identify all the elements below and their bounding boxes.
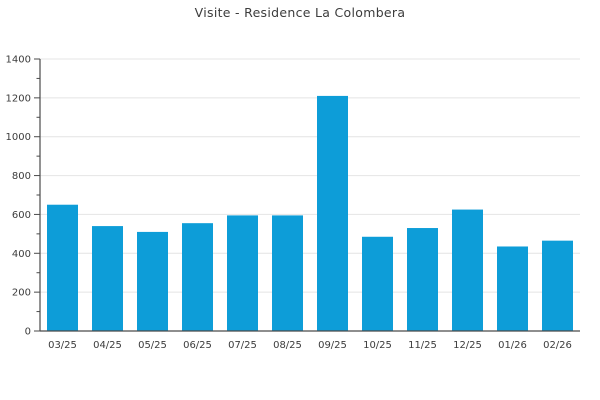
y-tick-label: 800 bbox=[12, 171, 31, 182]
y-tick-label: 0 bbox=[25, 327, 31, 338]
bar bbox=[47, 204, 78, 331]
x-tick-label: 02/26 bbox=[543, 340, 572, 351]
y-tick-label: 600 bbox=[12, 210, 31, 221]
x-tick-label: 08/25 bbox=[273, 340, 302, 351]
x-tick-label: 06/25 bbox=[183, 340, 212, 351]
bar bbox=[362, 236, 393, 331]
x-tick-label: 03/25 bbox=[48, 340, 77, 351]
x-tick-label: 05/25 bbox=[138, 340, 167, 351]
y-tick-label: 400 bbox=[12, 249, 31, 260]
bar bbox=[227, 215, 258, 331]
x-tick-label: 04/25 bbox=[93, 340, 122, 351]
x-tick-label: 09/25 bbox=[318, 340, 347, 351]
y-tick-label: 1400 bbox=[6, 55, 31, 66]
chart-title: Visite - Residence La Colombera bbox=[194, 5, 406, 20]
bar bbox=[92, 226, 123, 331]
bar bbox=[137, 231, 168, 331]
bar bbox=[317, 95, 348, 332]
bar bbox=[407, 228, 438, 331]
bar bbox=[452, 209, 483, 331]
x-tick-label: 07/25 bbox=[228, 340, 257, 351]
x-tick-label: 12/25 bbox=[453, 340, 482, 351]
y-tick-label: 1200 bbox=[6, 93, 31, 104]
y-tick-label: 200 bbox=[12, 288, 31, 299]
x-tick-label: 10/25 bbox=[363, 340, 392, 351]
x-tick-label: 01/26 bbox=[498, 340, 527, 351]
y-tick-label: 1000 bbox=[6, 132, 31, 143]
bar bbox=[272, 215, 303, 331]
bar bbox=[182, 223, 213, 331]
bar bbox=[497, 246, 528, 331]
x-tick-label: 11/25 bbox=[408, 340, 437, 351]
bar bbox=[542, 240, 573, 331]
